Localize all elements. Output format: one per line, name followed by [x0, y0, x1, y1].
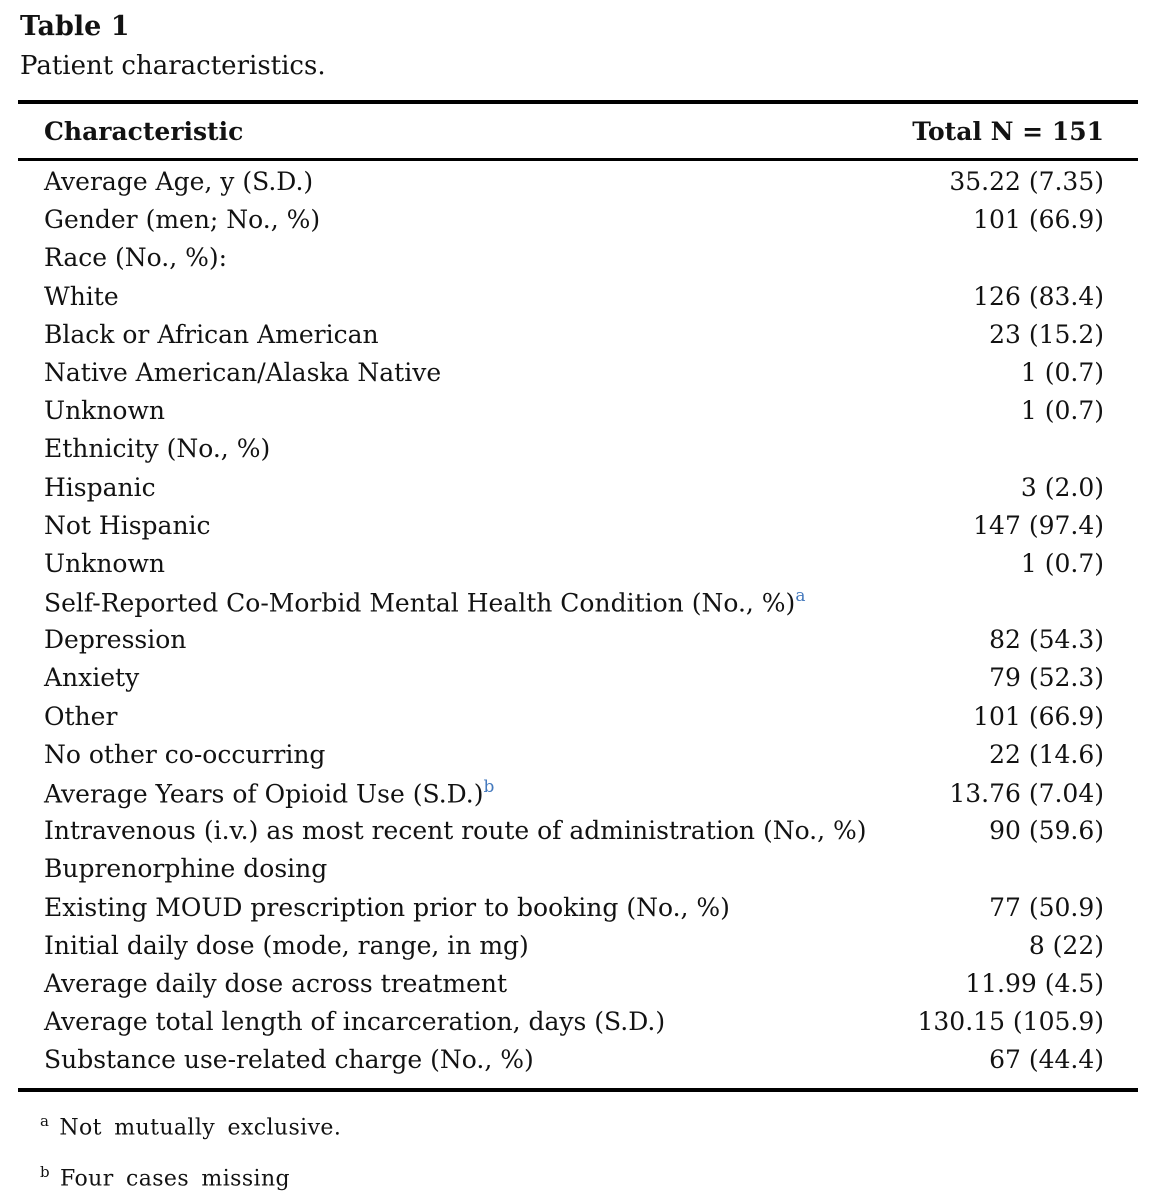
table-row: Average Years of Opioid Use (S.D.)b 13.7…: [18, 777, 1138, 816]
footnote-text: Not mutually exclusive.: [59, 1114, 342, 1140]
table-row: Black or African American 23 (15.2): [18, 320, 1138, 358]
table-row: Self-Reported Co-Morbid Mental Health Co…: [18, 586, 1138, 625]
row-label: Substance use-related charge (No., %): [44, 1045, 534, 1075]
table-row: White 126 (83.4): [18, 282, 1138, 320]
row-value: 79 (52.3): [989, 663, 1104, 693]
row-label: Average Years of Opioid Use (S.D.)b: [44, 777, 495, 809]
row-value: 147 (97.4): [973, 510, 1104, 540]
row-label: Intravenous (i.v.) as most recent route …: [44, 816, 867, 846]
table-bottom-rule: [18, 1087, 1138, 1092]
row-value: 35.22 (7.35): [949, 167, 1104, 196]
row-label: No other co-occurring: [44, 739, 326, 769]
table-row: Intravenous (i.v.) as most recent route …: [18, 816, 1138, 854]
table-row: Unknown 1 (0.7): [18, 549, 1138, 587]
table-row: Unknown 1 (0.7): [18, 396, 1138, 434]
row-label: Average total length of incarceration, d…: [44, 1007, 666, 1037]
row-label: Gender (men; No., %): [44, 205, 321, 235]
column-header-total-n: Total N = 151: [912, 116, 1104, 146]
row-value: 1 (0.7): [1020, 396, 1104, 426]
footnote-reference-a: a: [795, 586, 806, 607]
footnote-marker: b: [40, 1162, 51, 1181]
table-row: Race (No., %):: [18, 243, 1138, 281]
table-body: Average Age, y (S.D.) 35.22 (7.35) Gende…: [18, 161, 1138, 1088]
table-top-rule: [18, 100, 1138, 104]
row-label: Self-Reported Co-Morbid Mental Health Co…: [44, 586, 806, 618]
row-label: Average Age, y (S.D.): [44, 167, 314, 196]
row-value: 90 (59.6): [989, 816, 1104, 846]
row-value: 101 (66.9): [973, 701, 1104, 731]
row-value: 22 (14.6): [989, 739, 1104, 769]
patient-characteristics-table: Characteristic Total N = 151 Average Age…: [18, 100, 1140, 1092]
row-value: 8 (22): [1028, 930, 1104, 960]
row-label: Unknown: [44, 396, 165, 426]
row-value: 1 (0.7): [1020, 357, 1104, 387]
table-caption: Patient characteristics.: [20, 51, 326, 81]
table-row: Hispanic 3 (2.0): [18, 473, 1138, 511]
row-label: Black or African American: [44, 319, 379, 349]
row-label: White: [44, 281, 119, 311]
row-value: 11.99 (4.5): [965, 968, 1104, 998]
table-header-row: Characteristic Total N = 151: [18, 104, 1138, 158]
row-value: 23 (15.2): [989, 319, 1104, 349]
table-row: Ethnicity (No., %): [18, 434, 1138, 472]
row-label: Buprenorphine dosing: [44, 854, 328, 884]
column-header-characteristic: Characteristic: [44, 116, 244, 146]
table-row: Initial daily dose (mode, range, in mg) …: [18, 931, 1138, 969]
table-row: Native American/Alaska Native 1 (0.7): [18, 358, 1138, 396]
row-label: Anxiety: [44, 663, 140, 693]
row-value: 67 (44.4): [989, 1045, 1104, 1075]
row-label: Native American/Alaska Native: [44, 357, 442, 387]
row-value: 77 (50.9): [989, 892, 1104, 922]
table-row: Substance use-related charge (No., %) 67…: [18, 1045, 1138, 1083]
footnote-marker: a: [40, 1111, 50, 1130]
table-row: Anxiety 79 (52.3): [18, 663, 1138, 701]
footnote-reference-b: b: [483, 777, 495, 797]
row-value: 82 (54.3): [989, 625, 1104, 655]
table-row: Existing MOUD prescription prior to book…: [18, 893, 1138, 931]
table-row: Gender (men; No., %) 101 (66.9): [18, 205, 1138, 243]
table-label: Table 1: [20, 11, 130, 42]
row-value: 130.15 (105.9): [917, 1007, 1105, 1037]
header-separator-rule: [18, 158, 1138, 161]
row-value: 3 (2.0): [1020, 472, 1104, 502]
footnote: b Four cases missing: [40, 1157, 1140, 1194]
row-value: 1 (0.7): [1020, 548, 1104, 578]
table-row: Average Age, y (S.D.) 35.22 (7.35): [18, 167, 1138, 205]
table-row: No other co-occurring 22 (14.6): [18, 740, 1138, 778]
row-label: Not Hispanic: [44, 510, 211, 540]
footnote: a Not mutually exclusive.: [40, 1106, 1140, 1143]
table-row: Depression 82 (54.3): [18, 625, 1138, 663]
table-row: Not Hispanic 147 (97.4): [18, 511, 1138, 549]
table-row: Average daily dose across treatment 11.9…: [18, 969, 1138, 1007]
row-label: Hispanic: [44, 472, 156, 502]
row-value: 13.76 (7.04): [949, 779, 1104, 809]
footnote-text: Four cases missing: [60, 1166, 290, 1192]
table-row: Average total length of incarceration, d…: [18, 1007, 1138, 1045]
row-label: Existing MOUD prescription prior to book…: [44, 892, 730, 922]
row-label: Depression: [44, 625, 187, 655]
row-label: Initial daily dose (mode, range, in mg): [44, 930, 529, 960]
row-label: Race (No., %):: [44, 243, 228, 273]
row-label: Ethnicity (No., %): [44, 434, 271, 464]
row-label: Average daily dose across treatment: [44, 968, 508, 998]
table-footnotes: a Not mutually exclusive. b Four cases mis…: [18, 1106, 1140, 1194]
row-value: 126 (83.4): [973, 281, 1104, 311]
row-value: 101 (66.9): [973, 205, 1104, 235]
row-label: Other: [44, 701, 118, 731]
row-label: Unknown: [44, 548, 165, 578]
table-row: Other 101 (66.9): [18, 702, 1138, 740]
table-row: Buprenorphine dosing: [18, 854, 1138, 892]
